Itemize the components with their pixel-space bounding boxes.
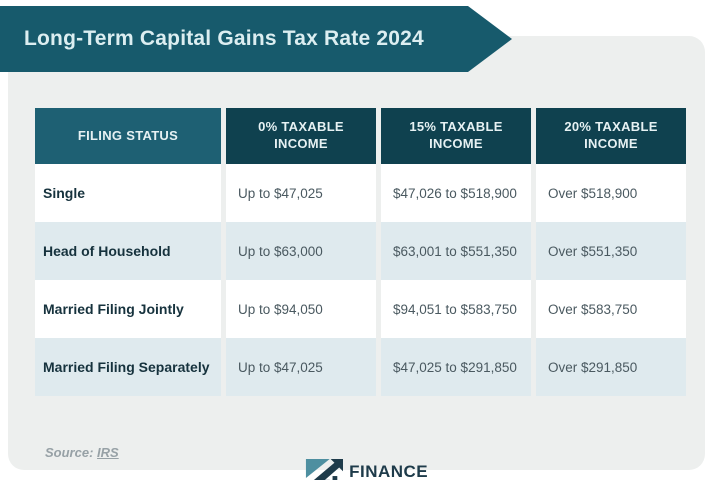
table-row-filing-status: Single (35, 164, 221, 222)
table-cell: Over $583,750 (536, 280, 686, 338)
bar-chart-growth-arrow-icon (305, 458, 344, 480)
table-row-filing-status: Married Filing Separately (35, 338, 221, 396)
table-cell: Up to $47,025 (226, 164, 376, 222)
content-card: FILING STATUS 0% TAXABLE INCOME 15% TAXA… (8, 36, 705, 480)
page-title: Long-Term Capital Gains Tax Rate 2024 (24, 27, 424, 50)
table-cell: Up to $63,000 (226, 222, 376, 280)
table-row-filing-status: Head of Household (35, 222, 221, 280)
brand-name: FINANCE (349, 462, 429, 480)
title-banner: Long-Term Capital Gains Tax Rate 2024 (0, 6, 512, 72)
column-header-15-percent: 15% TAXABLE INCOME (381, 108, 531, 164)
table-cell: Over $551,350 (536, 222, 686, 280)
table-cell: Up to $47,025 (226, 338, 376, 396)
source-note: Source: IRS (45, 445, 119, 460)
column-header-0-percent: 0% TAXABLE INCOME (226, 108, 376, 164)
table-cell: $63,001 to $551,350 (381, 222, 531, 280)
table-cell: Over $291,850 (536, 338, 686, 396)
source-label: Source: (45, 445, 94, 460)
table-cell: Over $518,900 (536, 164, 686, 222)
column-header-filing-status: FILING STATUS (35, 108, 221, 164)
table-cell: $94,051 to $583,750 (381, 280, 531, 338)
table-cell: Up to $94,050 (226, 280, 376, 338)
tax-rate-table: FILING STATUS 0% TAXABLE INCOME 15% TAXA… (35, 108, 686, 396)
brand-logo: FINANCE STRATEGISTS (8, 458, 720, 480)
column-header-20-percent: 20% TAXABLE INCOME (536, 108, 686, 164)
table-row-filing-status: Married Filing Jointly (35, 280, 221, 338)
table-cell: $47,025 to $291,850 (381, 338, 531, 396)
source-link-irs[interactable]: IRS (97, 445, 119, 460)
table-cell: $47,026 to $518,900 (381, 164, 531, 222)
